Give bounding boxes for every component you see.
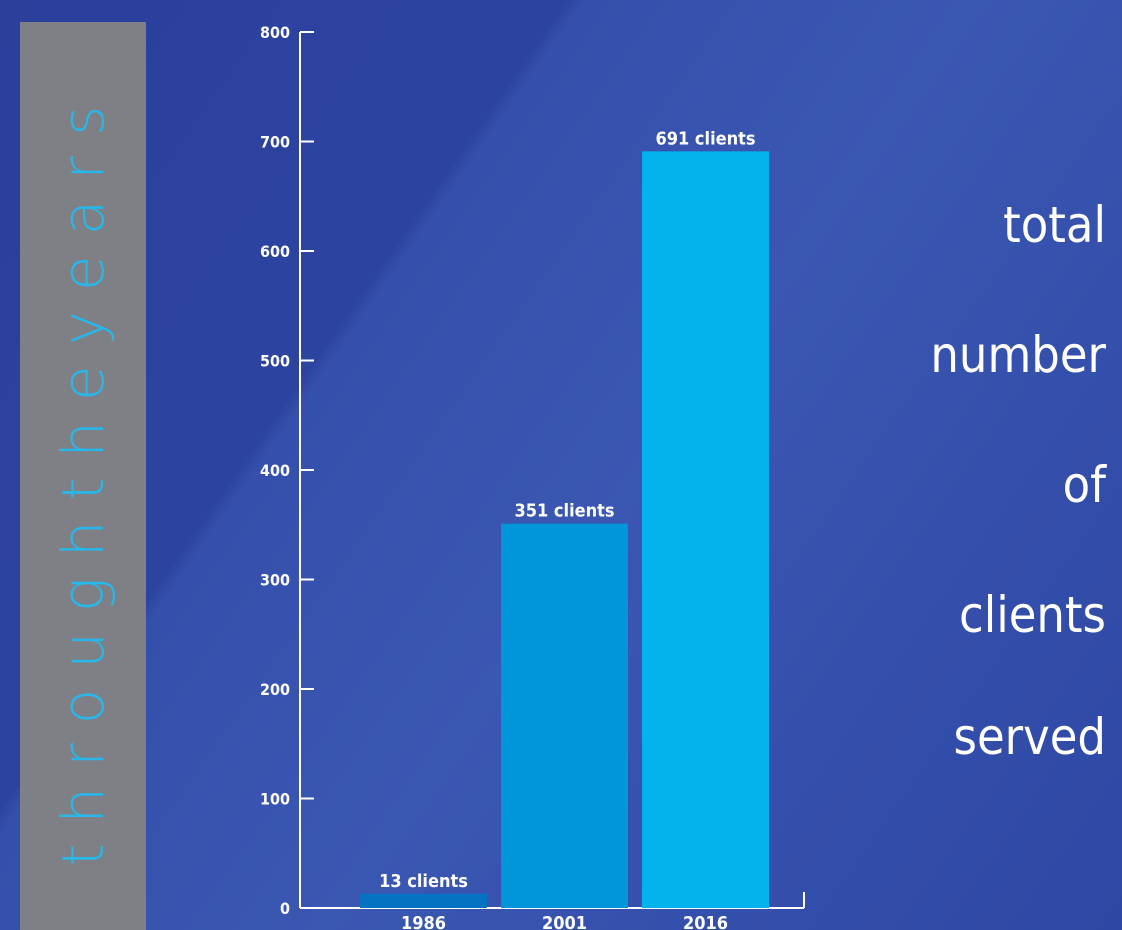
caption-line-2: number — [930, 326, 1106, 384]
caption-line-5: served — [953, 708, 1106, 766]
category-label-2016: 2016 — [683, 913, 728, 930]
data-label-1986: 13 clients — [379, 871, 468, 892]
y-tick-label-500: 500 — [260, 352, 290, 371]
bar-1986 — [360, 893, 487, 908]
caption-line-3: of — [1062, 456, 1106, 514]
y-tick-label-100: 100 — [260, 790, 290, 809]
y-tick-label-800: 800 — [260, 23, 290, 42]
bar-2016 — [642, 151, 769, 909]
y-tick-label-300: 300 — [260, 571, 290, 590]
category-label-1986: 1986 — [401, 913, 446, 930]
y-tick-label-700: 700 — [260, 133, 290, 152]
category-label-2001: 2001 — [542, 913, 587, 930]
data-label-2016: 691 clients — [655, 128, 755, 149]
sidebar-banner: throughtheyears — [20, 22, 146, 930]
bar-2001 — [501, 523, 628, 908]
data-label-2001: 351 clients — [514, 501, 614, 522]
y-tick-label-0: 0 — [280, 899, 290, 918]
caption-line-1: total — [1003, 196, 1106, 254]
y-tick-label-200: 200 — [260, 680, 290, 699]
y-tick-label-600: 600 — [260, 242, 290, 261]
caption-line-4: clients — [959, 586, 1106, 644]
y-tick-label-400: 400 — [260, 461, 290, 480]
